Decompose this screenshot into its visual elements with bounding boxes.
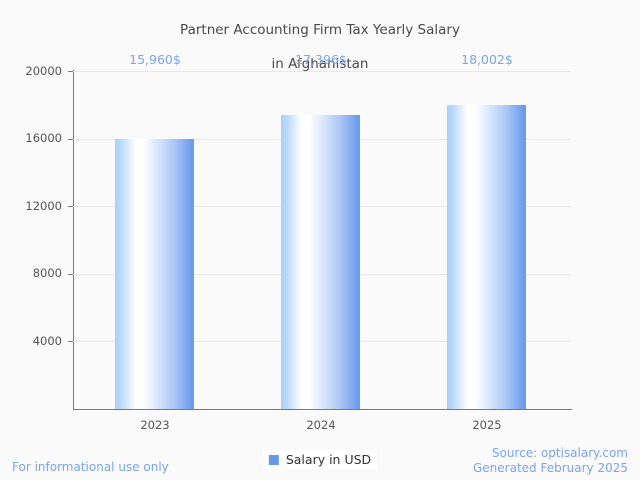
y-tick-mark-20000 bbox=[68, 71, 73, 72]
y-tick-label-20000: 20000 bbox=[25, 64, 62, 78]
x-tick-label-2023: 2023 bbox=[140, 418, 170, 432]
x-tick-label-2025: 2025 bbox=[472, 418, 502, 432]
source-block: Source: optisalary.com Generated Februar… bbox=[473, 446, 628, 476]
y-axis-line bbox=[73, 70, 74, 410]
bar-value-2023: 15,960$ bbox=[129, 52, 181, 67]
y-tick-label-12000: 12000 bbox=[25, 199, 62, 213]
bar-value-2024: 17,396$ bbox=[295, 52, 347, 67]
y-tick-label-4000: 4000 bbox=[32, 334, 62, 348]
y-tick-label-16000: 16000 bbox=[25, 131, 62, 145]
y-tick-mark-16000 bbox=[68, 138, 73, 140]
bar-2023[interactable] bbox=[115, 139, 194, 409]
source-text: Source: optisalary.com bbox=[491, 446, 628, 460]
gridline-20000 bbox=[73, 71, 571, 72]
bar-value-2025: 18,002$ bbox=[461, 52, 513, 67]
y-tick-label-8000: 8000 bbox=[32, 266, 62, 280]
x-tick-label-2024: 2024 bbox=[306, 418, 336, 432]
y-tick-mark-4000 bbox=[68, 341, 73, 343]
bar-2024[interactable] bbox=[281, 115, 360, 409]
legend-item-label: Salary in USD bbox=[285, 452, 372, 467]
legend-swatch-icon bbox=[268, 454, 279, 465]
bar-2025[interactable] bbox=[447, 104, 526, 409]
x-axis-line bbox=[73, 409, 572, 410]
generated-date-text: Generated February 2025 bbox=[472, 461, 628, 475]
y-tick-mark-8000 bbox=[68, 273, 73, 275]
plot-area bbox=[68, 71, 571, 409]
chart-title-line-2: in Afghanistan bbox=[271, 56, 369, 72]
chart-title: Partner Accounting Firm Tax Yearly Salar… bbox=[0, 5, 640, 90]
y-tick-mark-12000 bbox=[68, 206, 73, 208]
chart-title-line-1: Partner Accounting Firm Tax Yearly Salar… bbox=[180, 22, 460, 38]
chart-legend[interactable]: Salary in USD bbox=[262, 450, 378, 469]
disclaimer-text: For informational use only bbox=[12, 460, 169, 474]
